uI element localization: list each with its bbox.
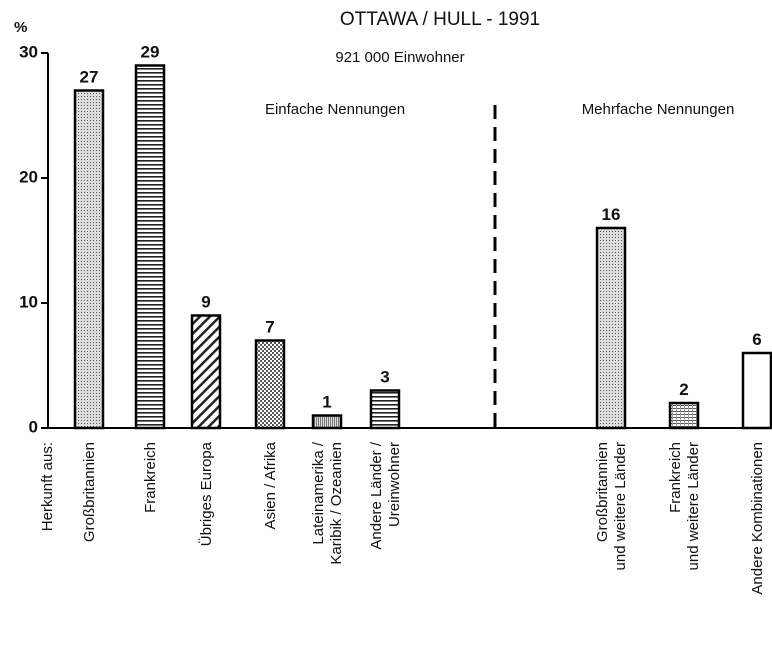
x-tick-label: Großbritannien [81, 442, 98, 542]
bar [668, 401, 700, 430]
data-label: 29 [141, 43, 160, 62]
x-tick-label: Großbritannienund weitere Länder [594, 442, 629, 570]
data-label: 27 [80, 68, 99, 87]
x-tick-label: Andere Kombinationen [749, 442, 766, 595]
bar [741, 351, 772, 430]
x-tick-label: Frankreichund weitere Länder [667, 442, 702, 570]
data-label: 9 [201, 293, 210, 312]
bar [369, 389, 401, 430]
chart-title: OTTAWA / HULL - 1991 [340, 9, 540, 30]
y-tick-label: 30 [19, 42, 38, 61]
bar [311, 414, 343, 430]
x-tick-label: Andere Länder /Ureinwohner [368, 441, 403, 549]
bar [254, 339, 286, 430]
group-label: Mehrfache Nennungen [582, 101, 735, 118]
bar [134, 64, 166, 430]
x-tick-label: Übriges Europa [197, 441, 215, 546]
data-label: 7 [265, 318, 274, 337]
bar [73, 89, 105, 430]
y-tick-label: 10 [19, 292, 38, 311]
y-tick-label: 20 [19, 167, 38, 186]
bar [595, 226, 627, 430]
data-label: 16 [602, 205, 621, 224]
x-tick-label: Asien / Afrika [262, 441, 279, 529]
chart-subtitle: 921 000 Einwohner [335, 49, 464, 66]
y-axis-label: % [14, 19, 27, 36]
bar [190, 314, 222, 430]
data-label: 3 [380, 368, 389, 387]
data-label: 1 [322, 393, 331, 412]
y-tick-label: 0 [29, 417, 38, 436]
x-tick-label: Frankreich [142, 442, 159, 513]
x-tick-label: Lateinamerika /Karibik / Ozeanien [310, 441, 345, 564]
group-label: Einfache Nennungen [265, 101, 405, 118]
x-axis-label: Herkunft aus: [39, 442, 56, 531]
data-label: 2 [679, 380, 688, 399]
data-label: 6 [752, 330, 761, 349]
